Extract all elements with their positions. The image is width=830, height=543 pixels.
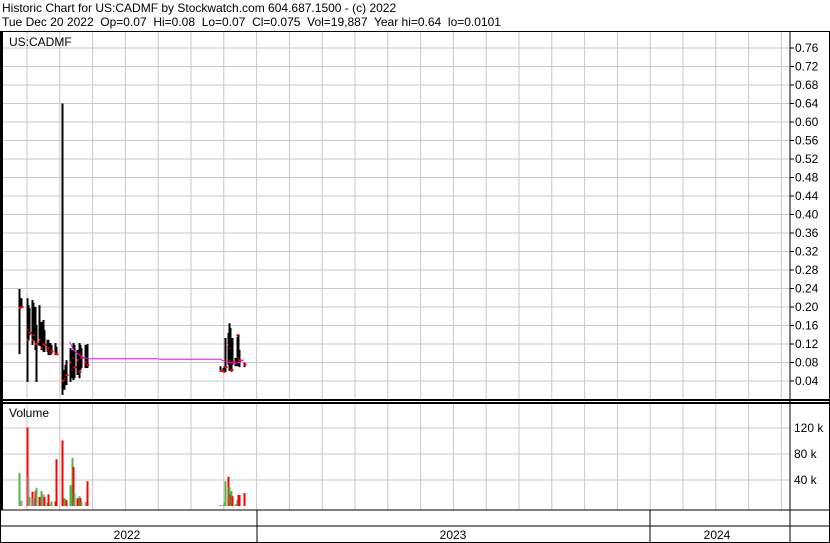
chart-frame	[0, 31, 830, 543]
close-tick	[80, 356, 84, 359]
price-tick-label: 0.08	[795, 356, 819, 370]
close-tick	[50, 349, 54, 352]
close-tick	[84, 361, 88, 364]
price-tick-label: 0.28	[795, 263, 819, 277]
close-tick	[243, 363, 247, 366]
volume-bar	[86, 481, 89, 506]
price-tick-label: 0.04	[795, 374, 819, 388]
price-tick-label: 0.36	[795, 226, 819, 240]
close-tick	[40, 347, 44, 350]
close-tick	[238, 359, 242, 362]
close-tick	[47, 347, 51, 350]
close-tick	[20, 306, 24, 308]
volume-bar	[50, 501, 53, 506]
chart-title: Historic Chart for US:CADMF by Stockwatc…	[2, 1, 397, 15]
price-tick-label: 0.68	[795, 78, 819, 92]
close-tick	[61, 380, 65, 382]
volume-bar	[35, 487, 38, 506]
volume-bar	[231, 496, 234, 506]
volume-bar	[76, 498, 79, 506]
volume-bar	[55, 459, 58, 506]
price-tick-label: 0.56	[795, 134, 819, 148]
price-tick-label: 0.24	[795, 282, 819, 296]
price-tick-label: 0.52	[795, 152, 819, 166]
close-tick	[76, 359, 80, 362]
symbol-label: US:CADMF	[9, 35, 72, 49]
close-tick	[35, 343, 39, 345]
volume-bar	[27, 476, 30, 506]
year-label: 2022	[114, 528, 141, 542]
volume-bar	[28, 496, 31, 506]
volume-bar	[43, 496, 46, 506]
volume-bar	[219, 505, 222, 506]
volume-bar	[69, 485, 72, 506]
volume-tick-label: 120 k	[794, 421, 824, 435]
close-tick	[32, 334, 36, 337]
price-tick-label: 0.40	[795, 208, 819, 222]
price-tick-label: 0.16	[795, 319, 819, 333]
year-label: 2024	[704, 528, 731, 542]
volume-label: Volume	[9, 406, 50, 420]
close-tick	[65, 373, 69, 376]
volume-bar	[238, 494, 241, 506]
close-tick	[230, 368, 234, 371]
close-tick	[18, 306, 22, 309]
volume-tick-label: 40 k	[794, 473, 818, 487]
close-tick	[38, 338, 42, 341]
volume-bar	[72, 467, 75, 506]
volume-bar	[38, 496, 41, 506]
price-tick-label: 0.12	[795, 337, 819, 351]
volume-bar	[73, 493, 76, 506]
close-tick	[28, 331, 32, 334]
volume-bar	[243, 493, 246, 506]
close-tick	[224, 366, 228, 369]
volume-bar	[18, 472, 21, 506]
close-tick	[43, 343, 47, 346]
volume-bar	[26, 427, 29, 506]
volume-bar	[84, 502, 87, 506]
volume-bar	[65, 500, 68, 506]
price-tick-label: 0.64	[795, 97, 819, 111]
volume-bar	[47, 494, 50, 506]
volume-bar	[32, 498, 35, 506]
year-label: 2023	[440, 528, 467, 542]
quote-summary: Tue Dec 20 2022 Op=0.07 Hi=0.08 Lo=0.07 …	[2, 15, 501, 29]
close-tick	[86, 363, 90, 366]
price-tick-label: 0.76	[795, 41, 819, 55]
close-tick	[219, 369, 223, 372]
price-tick-label: 0.32	[795, 245, 819, 259]
close-tick	[234, 361, 238, 364]
volume-bar	[224, 481, 227, 506]
volume-bar	[20, 500, 23, 506]
close-tick	[55, 353, 59, 356]
price-tick-label: 0.60	[795, 115, 819, 129]
volume-bar	[80, 502, 83, 506]
close-tick	[69, 361, 73, 364]
moving-average-line	[69, 341, 245, 364]
close-tick	[231, 361, 235, 364]
volume-bar	[234, 504, 237, 506]
price-tick-label: 0.20	[795, 300, 819, 314]
volume-bar	[40, 491, 43, 506]
price-tick-label: 0.44	[795, 189, 819, 203]
close-tick	[73, 366, 77, 369]
volume-bar	[61, 440, 64, 506]
volume-tick-label: 80 k	[794, 447, 818, 461]
price-tick-label: 0.48	[795, 171, 819, 185]
price-tick-label: 0.72	[795, 60, 819, 74]
close-tick	[78, 370, 82, 373]
